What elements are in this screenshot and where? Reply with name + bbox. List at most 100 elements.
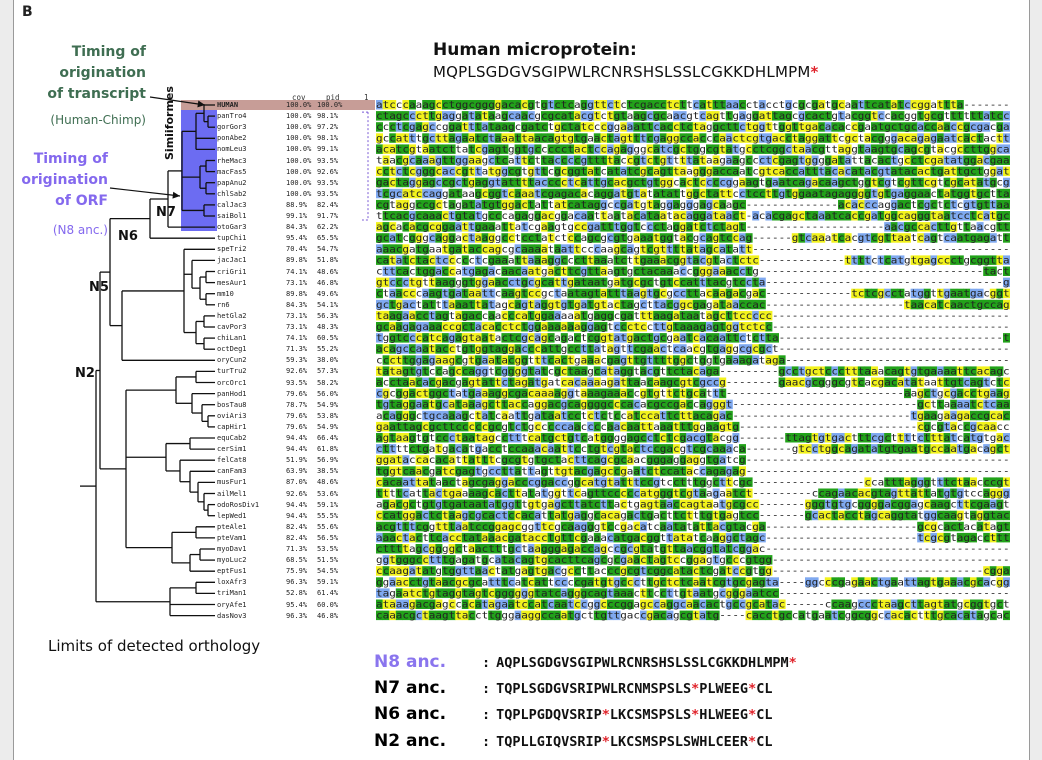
alignment-cell [989, 211, 997, 221]
alignment-cell [805, 177, 812, 188]
alignment-cell [547, 277, 555, 288]
alignment-cell [376, 333, 383, 343]
alignment-cell [461, 599, 469, 609]
alignment-cell [805, 166, 812, 177]
alignment-cell [937, 255, 944, 265]
alignment-cell [897, 599, 905, 609]
species-name: oryCun2 [217, 356, 247, 365]
alignment-cell [580, 588, 588, 598]
alignment-cell [475, 477, 482, 487]
alignment-cell [593, 233, 601, 243]
alignment-cell [560, 599, 568, 609]
alignment-cell [488, 122, 496, 132]
alignment-cell [725, 222, 733, 232]
alignment-cell [455, 355, 463, 365]
alignment-cell [468, 199, 476, 210]
alignment-cell [389, 499, 397, 510]
alignment-cell [547, 566, 555, 576]
alignment-cell [468, 211, 476, 221]
alignment-cell [468, 399, 476, 410]
alignment-cell [686, 488, 694, 498]
alignment-cell [653, 532, 661, 543]
alignment-cell [613, 399, 621, 410]
alignment-cell [442, 399, 449, 410]
alignment-cell [593, 510, 601, 521]
alignment-cell [461, 388, 469, 399]
alignment-cell [831, 188, 839, 199]
alignment-cell [488, 444, 496, 454]
alignment-cell [937, 299, 944, 310]
alignment-cell [950, 255, 958, 265]
alignment-cell [785, 211, 793, 221]
alignment-cell [745, 322, 753, 332]
alignment-cell [706, 344, 713, 354]
alignment-cell [646, 166, 654, 177]
alignment-cell [943, 377, 951, 387]
species-pid: 53.6% [317, 489, 339, 498]
alignment-cell [983, 444, 991, 454]
alignment-cell [389, 510, 397, 521]
alignment-cell [600, 266, 608, 276]
alignment-cell [521, 333, 529, 343]
alignment-cell [402, 122, 410, 132]
alignment-cell [646, 610, 654, 621]
alignment-cell [620, 322, 628, 332]
species-row: loxAfr3 96.3% 59.1% [217, 578, 517, 586]
alignment-cell [593, 355, 601, 365]
alignment-cell [461, 100, 469, 110]
alignment-cell [983, 577, 991, 587]
alignment-cell [725, 555, 733, 565]
alignment-cell [692, 377, 700, 387]
alignment-cell [521, 155, 529, 165]
alignment-cell [435, 588, 443, 598]
alignment-cell [382, 111, 390, 121]
alignment-cell [963, 599, 971, 609]
alignment-cell [428, 233, 436, 243]
alignment-cell [395, 299, 403, 310]
alignment-cell [818, 166, 826, 177]
alignment-cell [409, 155, 416, 165]
alignment-cell [587, 111, 595, 121]
alignment-cell [719, 188, 727, 199]
alignment-cell [389, 377, 397, 387]
alignment-cell [917, 166, 925, 177]
alignment-row-text: tcgcatccaggataagcggtcaaatcgagacacaggatgt… [376, 189, 1010, 200]
alignment-cell [851, 444, 859, 454]
alignment-cell [574, 266, 581, 276]
alignment-cell [950, 166, 958, 177]
alignment-cell [435, 333, 443, 343]
alignment-cell [547, 433, 555, 443]
alignment-cell [395, 566, 403, 576]
alignment-cell [415, 421, 423, 432]
alignment-cell [455, 299, 463, 310]
alignment-cell [877, 577, 885, 587]
alignment-cell [587, 399, 595, 410]
alignment-row-text: catatctactccccctcgaaattaaaggcccttaaatctt… [376, 255, 1010, 266]
alignment-cell [725, 322, 733, 332]
alignment-cell [679, 421, 687, 432]
species-name: cavPor3 [217, 323, 247, 331]
alignment-cell [428, 499, 436, 510]
alignment-cell [508, 111, 515, 121]
alignment-cell [475, 100, 482, 110]
alignment-row-text: cctctcgggcaccgttatggcgtgttcgcggtatcatatc… [376, 167, 1010, 178]
alignment-cell [468, 144, 476, 154]
alignment-cell [593, 466, 601, 476]
alignment-cell [910, 577, 918, 587]
alignment-cell [448, 288, 456, 299]
alignment-cell [765, 177, 773, 188]
alignment-cell [732, 577, 740, 587]
alignment-cell [772, 577, 779, 587]
alignment-cell [580, 344, 588, 354]
alignment-cell [745, 488, 753, 498]
alignment-cell [884, 366, 892, 376]
alignment-cell [679, 222, 687, 232]
alignment-cell [884, 610, 892, 621]
alignment-cell [613, 588, 621, 598]
alignment-cell [402, 555, 410, 565]
alignment-cell [653, 577, 661, 587]
alignment-cell [712, 244, 720, 254]
species-row: panTro4 100.0% 98.1% [217, 112, 517, 120]
alignment-cell [805, 155, 812, 165]
alignment-cell [706, 399, 713, 410]
